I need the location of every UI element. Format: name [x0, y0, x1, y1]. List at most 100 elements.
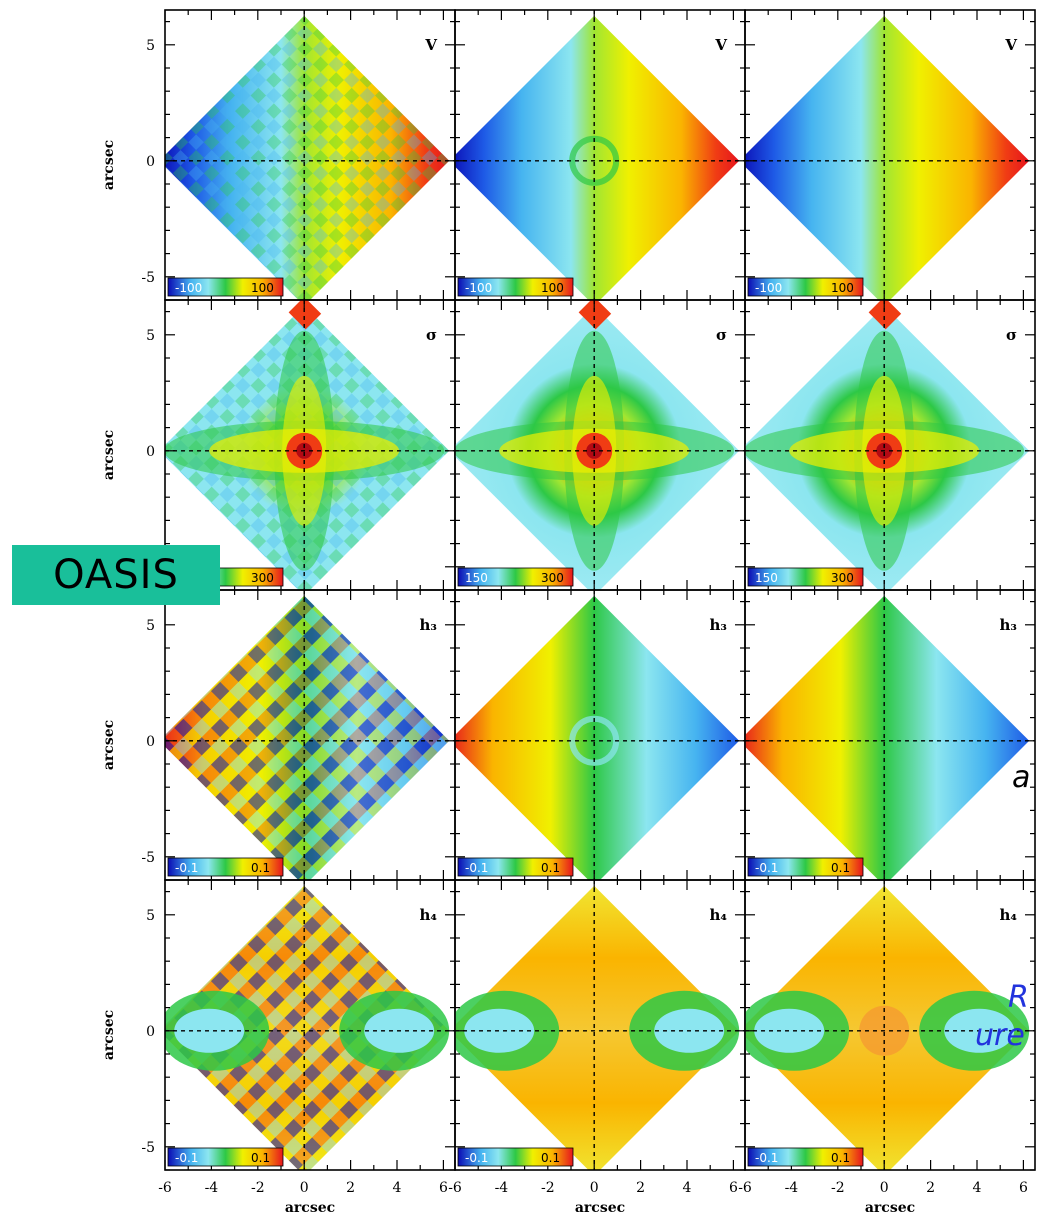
map-field	[455, 595, 740, 880]
map-field	[745, 595, 1030, 880]
y-axis-label: arcsec	[101, 430, 117, 480]
x-tick-label: -2	[541, 1180, 555, 1196]
colorbar: -0.1 0.1	[457, 1147, 574, 1167]
x-tick-label: -6	[738, 1180, 752, 1196]
moment-label: h₄	[1000, 906, 1018, 924]
x-tick-label: -4	[205, 1180, 219, 1196]
moment-label: V	[1004, 36, 1017, 54]
edge-tile	[288, 300, 322, 330]
panel-r0-c0: V -100 100 -5 0 5 arcsec	[101, 9, 456, 301]
map-field	[745, 15, 1030, 300]
colorbar-high: 0.1	[831, 1151, 850, 1165]
moment-label: V	[424, 36, 437, 54]
colorbar: -100 100	[167, 277, 284, 297]
map-field	[455, 15, 740, 300]
panel-r3-c1: h₄ -0.1 0.1 -6 -4 -2 0 2 4 6 arcsec	[448, 879, 746, 1216]
colorbar: -100 100	[747, 277, 864, 297]
map-noise	[165, 15, 450, 300]
panel-frame	[744, 879, 1036, 1171]
colorbar-low: 150	[755, 571, 778, 585]
colorbar-low: -0.1	[465, 1151, 488, 1165]
panel-r3-c0: h₄ -0.1 0.1 -5 0 5 arcsec -6 -4 -2 0 2 4 6 arcsec	[101, 879, 456, 1216]
moment-label: h₃	[1000, 616, 1017, 634]
colorbar-low: -0.1	[755, 861, 778, 875]
y-axis-label: arcsec	[101, 1010, 117, 1060]
x-tick-label: -4	[785, 1180, 799, 1196]
moment-label: σ	[426, 326, 437, 344]
colorbar-low: -0.1	[175, 1151, 198, 1165]
x-tick-label: 4	[683, 1180, 692, 1196]
x-tick-label: 2	[346, 1180, 355, 1196]
panel-r2-c1: h₃ -0.1 0.1	[454, 589, 746, 881]
y-tick-label: 0	[146, 154, 155, 170]
y-tick-label: 5	[146, 38, 155, 54]
x-tick-label: 6	[729, 1180, 738, 1196]
colorbar: -0.1 0.1	[167, 1147, 284, 1167]
moment-label: V	[714, 36, 727, 54]
y-tick-label: -5	[141, 850, 155, 866]
x-tick-label: 2	[926, 1180, 935, 1196]
y-tick-label: -5	[141, 270, 155, 286]
edge-tile	[868, 300, 902, 330]
colorbar-low: -100	[465, 281, 492, 295]
edge-tile	[578, 300, 612, 330]
colorbar-high: 0.1	[251, 1151, 270, 1165]
y-tick-label: 5	[146, 618, 155, 634]
colorbar: -0.1 0.1	[747, 857, 864, 877]
y-tick-label: 5	[146, 328, 155, 344]
x-tick-label: -4	[495, 1180, 509, 1196]
y-tick-label: -5	[141, 1140, 155, 1156]
y-axis-label: arcsec	[101, 720, 117, 770]
moment-label: h₃	[710, 616, 727, 634]
panel-r1-c2: σ 150 300	[744, 299, 1036, 591]
x-tick-label: 0	[590, 1180, 599, 1196]
colorbar-low: -0.1	[755, 1151, 778, 1165]
panel-r0-c2: V -100 100	[744, 9, 1036, 301]
moment-label: h₄	[710, 906, 728, 924]
colorbar-low: -100	[755, 281, 782, 295]
x-axis-label: arcsec	[575, 1200, 625, 1216]
map-noise	[165, 595, 450, 880]
x-tick-label: 6	[1019, 1180, 1028, 1196]
y-tick-label: 0	[146, 444, 155, 460]
h4-lobe-left-core	[464, 1008, 535, 1053]
colorbar: -0.1 0.1	[747, 1147, 864, 1167]
colorbar-high: 300	[541, 571, 564, 585]
map-field	[455, 885, 740, 1170]
x-tick-label: 0	[880, 1180, 889, 1196]
y-tick-label: 0	[146, 734, 155, 750]
map-noise	[165, 885, 450, 1170]
colorbar-high: 0.1	[541, 861, 560, 875]
colorbar-high: 100	[541, 281, 564, 295]
colorbar-high: 0.1	[831, 861, 850, 875]
x-tick-label: 2	[636, 1180, 645, 1196]
x-tick-label: 6	[439, 1180, 448, 1196]
y-tick-label: 5	[146, 908, 155, 924]
colorbar-high: 300	[251, 571, 274, 585]
colorbar: 150 300	[747, 567, 864, 587]
panel-r0-c1: V -100 100	[454, 9, 746, 301]
x-tick-label: -2	[831, 1180, 845, 1196]
x-tick-label: -6	[158, 1180, 172, 1196]
panel-r1-c1: σ 150 300	[454, 299, 746, 591]
x-axis-label: arcsec	[865, 1200, 915, 1216]
colorbar-high: 0.1	[251, 861, 270, 875]
colorbar-low: 150	[465, 571, 488, 585]
colorbar: 150 300	[457, 567, 574, 587]
colorbar-high: 100	[251, 281, 274, 295]
moment-label: h₄	[420, 906, 438, 924]
moment-label: σ	[716, 326, 727, 344]
colorbar: -0.1 0.1	[167, 857, 284, 877]
x-axis-label: arcsec	[285, 1200, 335, 1216]
h4-lobe-left-core	[174, 1008, 245, 1053]
panel-r2-c0: h₃ -0.1 0.1 -5 0 5 arcsec	[101, 589, 456, 881]
y-axis-label: arcsec	[101, 140, 117, 190]
colorbar: -100 100	[457, 277, 574, 297]
colorbar-high: 0.1	[541, 1151, 560, 1165]
text-fragment-a: a	[1012, 760, 1031, 795]
panel-r2-c2: h₃ -0.1 0.1	[744, 589, 1036, 881]
oasis-badge: OASIS	[12, 545, 220, 605]
text-fragment-r: R	[1008, 980, 1029, 1015]
x-tick-label: -6	[448, 1180, 462, 1196]
